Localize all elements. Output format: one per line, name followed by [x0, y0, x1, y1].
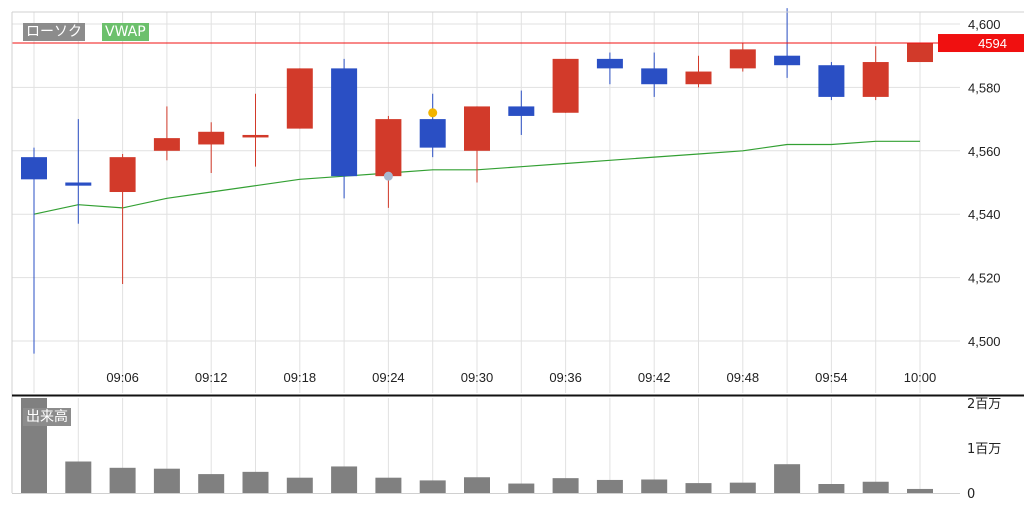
- candle-body: [685, 71, 712, 85]
- last-price-label: 4594: [978, 36, 1007, 51]
- session-high-marker: [428, 108, 438, 118]
- candle-body: [65, 182, 92, 186]
- candle-body: [331, 68, 358, 177]
- volume-axis-tick-label: 2百万: [967, 397, 1001, 412]
- candle: [286, 68, 313, 129]
- time-axis-tick-label: 09:24: [372, 370, 405, 385]
- time-axis-tick-label: 09:42: [638, 370, 671, 385]
- volume-bar: [729, 482, 756, 493]
- volume-bar: [641, 479, 668, 493]
- volume-bar: [331, 466, 358, 493]
- candle: [153, 106, 180, 161]
- time-axis-tick-label: 09:12: [195, 370, 228, 385]
- volume-bar: [508, 483, 535, 493]
- candle: [862, 46, 889, 101]
- candle: [508, 90, 535, 135]
- candle-body: [641, 68, 668, 85]
- candle-body: [508, 106, 535, 116]
- candle-body: [375, 119, 402, 177]
- volume-axis-tick-label: 1百万: [967, 442, 1001, 457]
- candle: [21, 147, 47, 354]
- candle: [65, 119, 92, 224]
- volume-bar: [153, 468, 180, 493]
- time-axis-tick-label: 10:00: [904, 370, 937, 385]
- volume-axis-tick-label: 0: [967, 487, 975, 502]
- last-price-layer: 4594: [12, 34, 1024, 53]
- candle: [685, 55, 712, 88]
- volume-bar: [198, 474, 225, 493]
- candle: [729, 43, 756, 72]
- candle: [331, 58, 358, 199]
- time-axis-tick-label: 09:54: [815, 370, 848, 385]
- price-axis-tick-label: 4,560: [968, 144, 1001, 159]
- candle: [198, 122, 225, 173]
- candle-body: [419, 119, 446, 148]
- candlestick-legend-tag: ローソク: [23, 23, 85, 41]
- candle-body: [774, 55, 801, 66]
- volume-bar: [774, 464, 801, 493]
- candle-body: [109, 157, 136, 193]
- time-axis-tick-label: 09:06: [106, 370, 139, 385]
- volume-bar: [685, 483, 712, 493]
- candle: [818, 62, 845, 101]
- candle-body: [198, 131, 225, 145]
- candle-body: [242, 134, 269, 138]
- candle-body: [552, 58, 579, 113]
- candle-body: [21, 157, 47, 180]
- candle-body: [729, 49, 756, 69]
- candle-body: [286, 68, 313, 129]
- candle-body: [153, 138, 180, 151]
- time-axis-tick-label: 09:18: [284, 370, 317, 385]
- candle: [375, 115, 402, 208]
- candle: [907, 43, 933, 63]
- candle: [419, 93, 446, 158]
- price-axis-tick-label: 4,540: [968, 207, 1001, 222]
- grid-layer: [12, 12, 960, 493]
- last-price-tag: [938, 34, 1024, 53]
- marker-layer: [383, 108, 438, 181]
- axis-layer: 4,500 4,520 4,540 4,560 4,580 4,600 09:06 09:12…: [11, 11, 1024, 502]
- candle: [109, 153, 136, 284]
- time-axis-tick-label: 09:30: [461, 370, 494, 385]
- volume-bar: [242, 471, 269, 493]
- volume-bar: [596, 479, 623, 493]
- volume-bar: [552, 478, 579, 493]
- candle: [464, 106, 490, 183]
- volume-bar: [286, 477, 313, 493]
- vwap-legend-tag: VWAP: [102, 23, 149, 41]
- candle-body: [464, 106, 490, 151]
- volume-bar: [375, 477, 402, 493]
- volume-bar: [907, 488, 933, 493]
- price-axis-tick-label: 4,600: [968, 17, 1001, 32]
- volume-bar: [109, 467, 136, 493]
- candle-body: [907, 43, 933, 63]
- volume-bar: [464, 477, 490, 493]
- price-axis-tick-label: 4,580: [968, 80, 1001, 95]
- time-axis-tick-label: 09:36: [549, 370, 582, 385]
- time-axis-tick-label: 09:48: [727, 370, 760, 385]
- candle-body: [818, 65, 845, 97]
- candle: [242, 93, 269, 167]
- volume-legend-tag: 出来高: [23, 408, 71, 426]
- candle-layer: [21, 8, 933, 354]
- candle: [596, 52, 623, 85]
- candle-body: [862, 62, 889, 97]
- session-low-marker: [383, 171, 393, 181]
- candle-body: [596, 58, 623, 69]
- volume-bar: [65, 461, 92, 493]
- price-axis-tick-label: 4,520: [968, 271, 1001, 286]
- candle: [552, 58, 579, 113]
- volume-bar: [818, 484, 845, 493]
- volume-bar: [862, 481, 889, 493]
- volume-bar: [419, 480, 446, 493]
- price-axis-tick-label: 4,500: [968, 334, 1001, 349]
- candle: [641, 52, 668, 97]
